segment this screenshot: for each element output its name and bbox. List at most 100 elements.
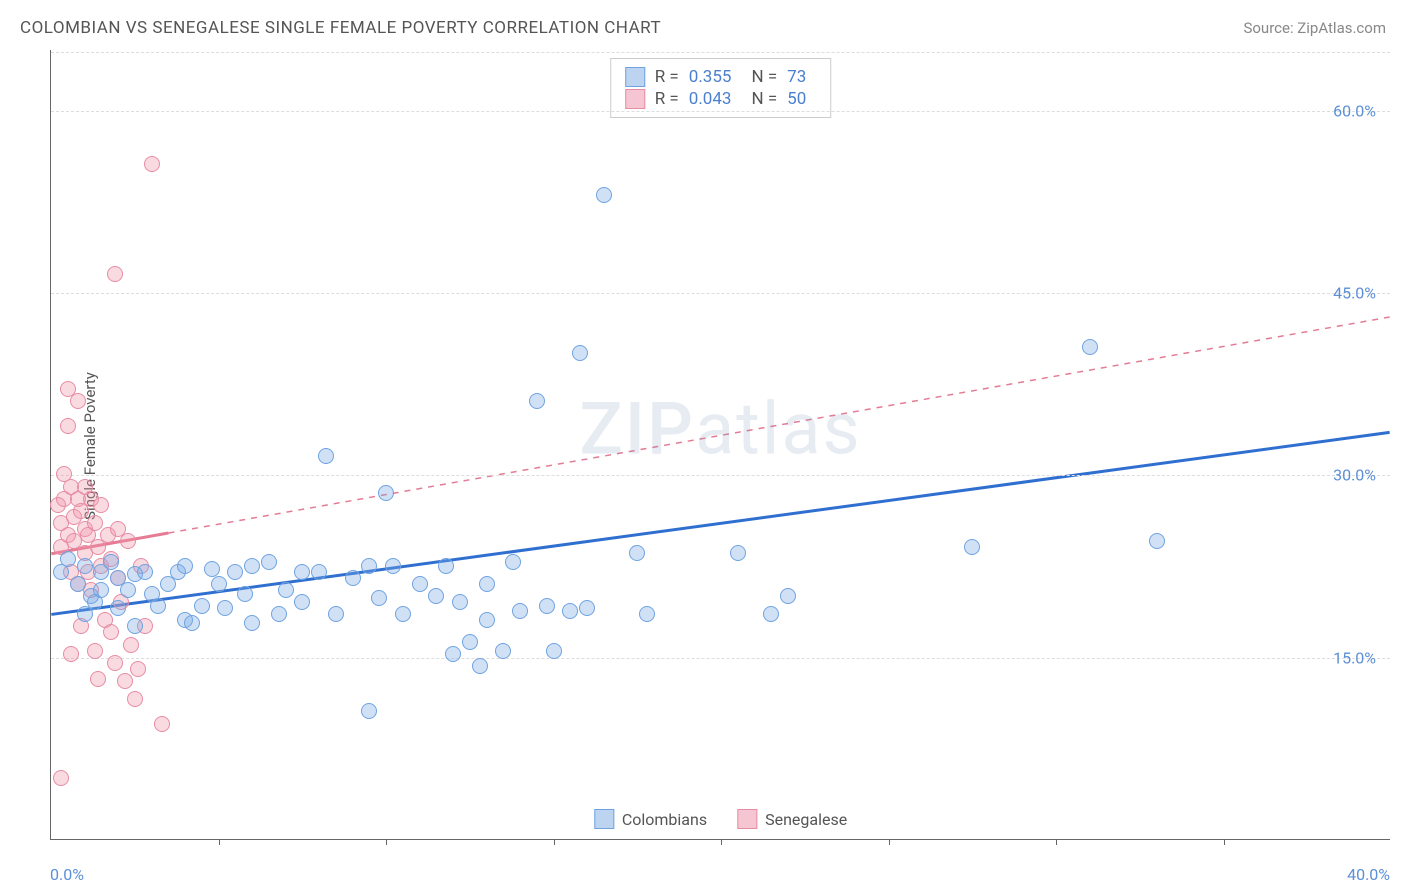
data-point-senegalese [130, 661, 146, 677]
data-point-colombians [361, 703, 377, 719]
x-tick [889, 839, 890, 845]
data-point-senegalese [144, 156, 160, 172]
data-point-colombians [539, 598, 555, 614]
data-point-colombians [278, 582, 294, 598]
data-point-colombians [318, 448, 334, 464]
data-point-colombians [780, 588, 796, 604]
data-point-colombians [261, 554, 277, 570]
data-point-colombians [271, 606, 287, 622]
data-point-colombians [103, 554, 119, 570]
y-tick-label: 30.0% [1333, 466, 1376, 485]
swatch-senegalese [625, 89, 645, 109]
data-point-colombians [479, 612, 495, 628]
data-point-colombians [60, 551, 76, 567]
n-label: N = [751, 89, 777, 109]
x-tick [219, 839, 220, 845]
data-point-colombians [70, 576, 86, 592]
grid-line [51, 475, 1390, 476]
data-point-senegalese [90, 671, 106, 687]
data-point-senegalese [63, 646, 79, 662]
swatch-senegalese [737, 809, 757, 829]
data-point-colombians [204, 561, 220, 577]
legend-item-colombians: Colombians [594, 809, 707, 829]
series-label-colombians: Colombians [622, 810, 707, 829]
data-point-colombians [110, 600, 126, 616]
grid-line [51, 293, 1390, 294]
data-point-colombians [127, 618, 143, 634]
data-point-senegalese [70, 393, 86, 409]
data-point-senegalese [127, 691, 143, 707]
x-tick [721, 839, 722, 845]
n-label: N = [751, 67, 777, 87]
data-point-colombians [472, 658, 488, 674]
data-point-colombians [505, 554, 521, 570]
data-point-colombians [512, 603, 528, 619]
trend-line-dashed-senegalese [168, 317, 1389, 533]
data-point-colombians [217, 600, 233, 616]
x-tick [386, 839, 387, 845]
legend-row-senegalese: R = 0.043 N = 50 [625, 89, 817, 109]
data-point-colombians [639, 606, 655, 622]
n-value-senegalese: 50 [787, 89, 816, 109]
data-point-colombians [579, 600, 595, 616]
watermark: ZIPatlas [579, 386, 861, 471]
data-point-colombians [495, 643, 511, 659]
data-point-senegalese [87, 643, 103, 659]
data-point-senegalese [60, 418, 76, 434]
data-point-colombians [546, 643, 562, 659]
data-point-senegalese [120, 533, 136, 549]
data-point-colombians [177, 558, 193, 574]
x-tick [1224, 839, 1225, 845]
data-point-colombians [428, 588, 444, 604]
data-point-colombians [462, 634, 478, 650]
chart-title: COLOMBIAN VS SENEGALESE SINGLE FEMALE PO… [20, 18, 661, 38]
legend-item-senegalese: Senegalese [737, 809, 847, 829]
n-value-colombians: 73 [787, 67, 816, 87]
data-point-colombians [452, 594, 468, 610]
data-point-colombians [529, 393, 545, 409]
legend-row-colombians: R = 0.355 N = 73 [625, 67, 817, 87]
plot-area: ZIPatlas R = 0.355 N = 73 R = 0.043 N = … [50, 50, 1390, 840]
data-point-colombians [730, 545, 746, 561]
data-point-colombians [294, 594, 310, 610]
data-point-senegalese [87, 515, 103, 531]
data-point-colombians [244, 615, 260, 631]
grid-line [51, 52, 1390, 53]
data-point-colombians [412, 576, 428, 592]
data-point-colombians [211, 576, 227, 592]
data-point-colombians [227, 564, 243, 580]
swatch-colombians [594, 809, 614, 829]
data-point-colombians [194, 598, 210, 614]
data-point-colombians [438, 558, 454, 574]
x-tick-max: 40.0% [1347, 865, 1390, 884]
legend-series: Colombians Senegalese [588, 807, 853, 831]
grid-line [51, 111, 1390, 112]
data-point-senegalese [107, 655, 123, 671]
data-point-colombians [137, 564, 153, 580]
data-point-colombians [964, 539, 980, 555]
source-label: Source: ZipAtlas.com [1243, 19, 1386, 37]
data-point-senegalese [53, 770, 69, 786]
data-point-colombians [385, 558, 401, 574]
data-point-colombians [120, 582, 136, 598]
trend-line-colombians [51, 432, 1389, 614]
data-point-colombians [378, 485, 394, 501]
x-tick [554, 839, 555, 845]
x-tick-min: 0.0% [50, 865, 84, 884]
r-value-colombians: 0.355 [689, 67, 742, 87]
data-point-colombians [562, 603, 578, 619]
data-point-colombians [395, 606, 411, 622]
data-point-colombians [294, 564, 310, 580]
data-point-colombians [345, 570, 361, 586]
data-point-senegalese [103, 624, 119, 640]
trend-lines [51, 50, 1390, 839]
y-tick-label: 45.0% [1333, 284, 1376, 303]
data-point-colombians [572, 345, 588, 361]
data-point-colombians [763, 606, 779, 622]
data-point-senegalese [123, 637, 139, 653]
data-point-colombians [244, 558, 260, 574]
data-point-colombians [311, 564, 327, 580]
data-point-colombians [93, 582, 109, 598]
legend-correlation: R = 0.355 N = 73 R = 0.043 N = 50 [610, 58, 832, 118]
data-point-colombians [1149, 533, 1165, 549]
